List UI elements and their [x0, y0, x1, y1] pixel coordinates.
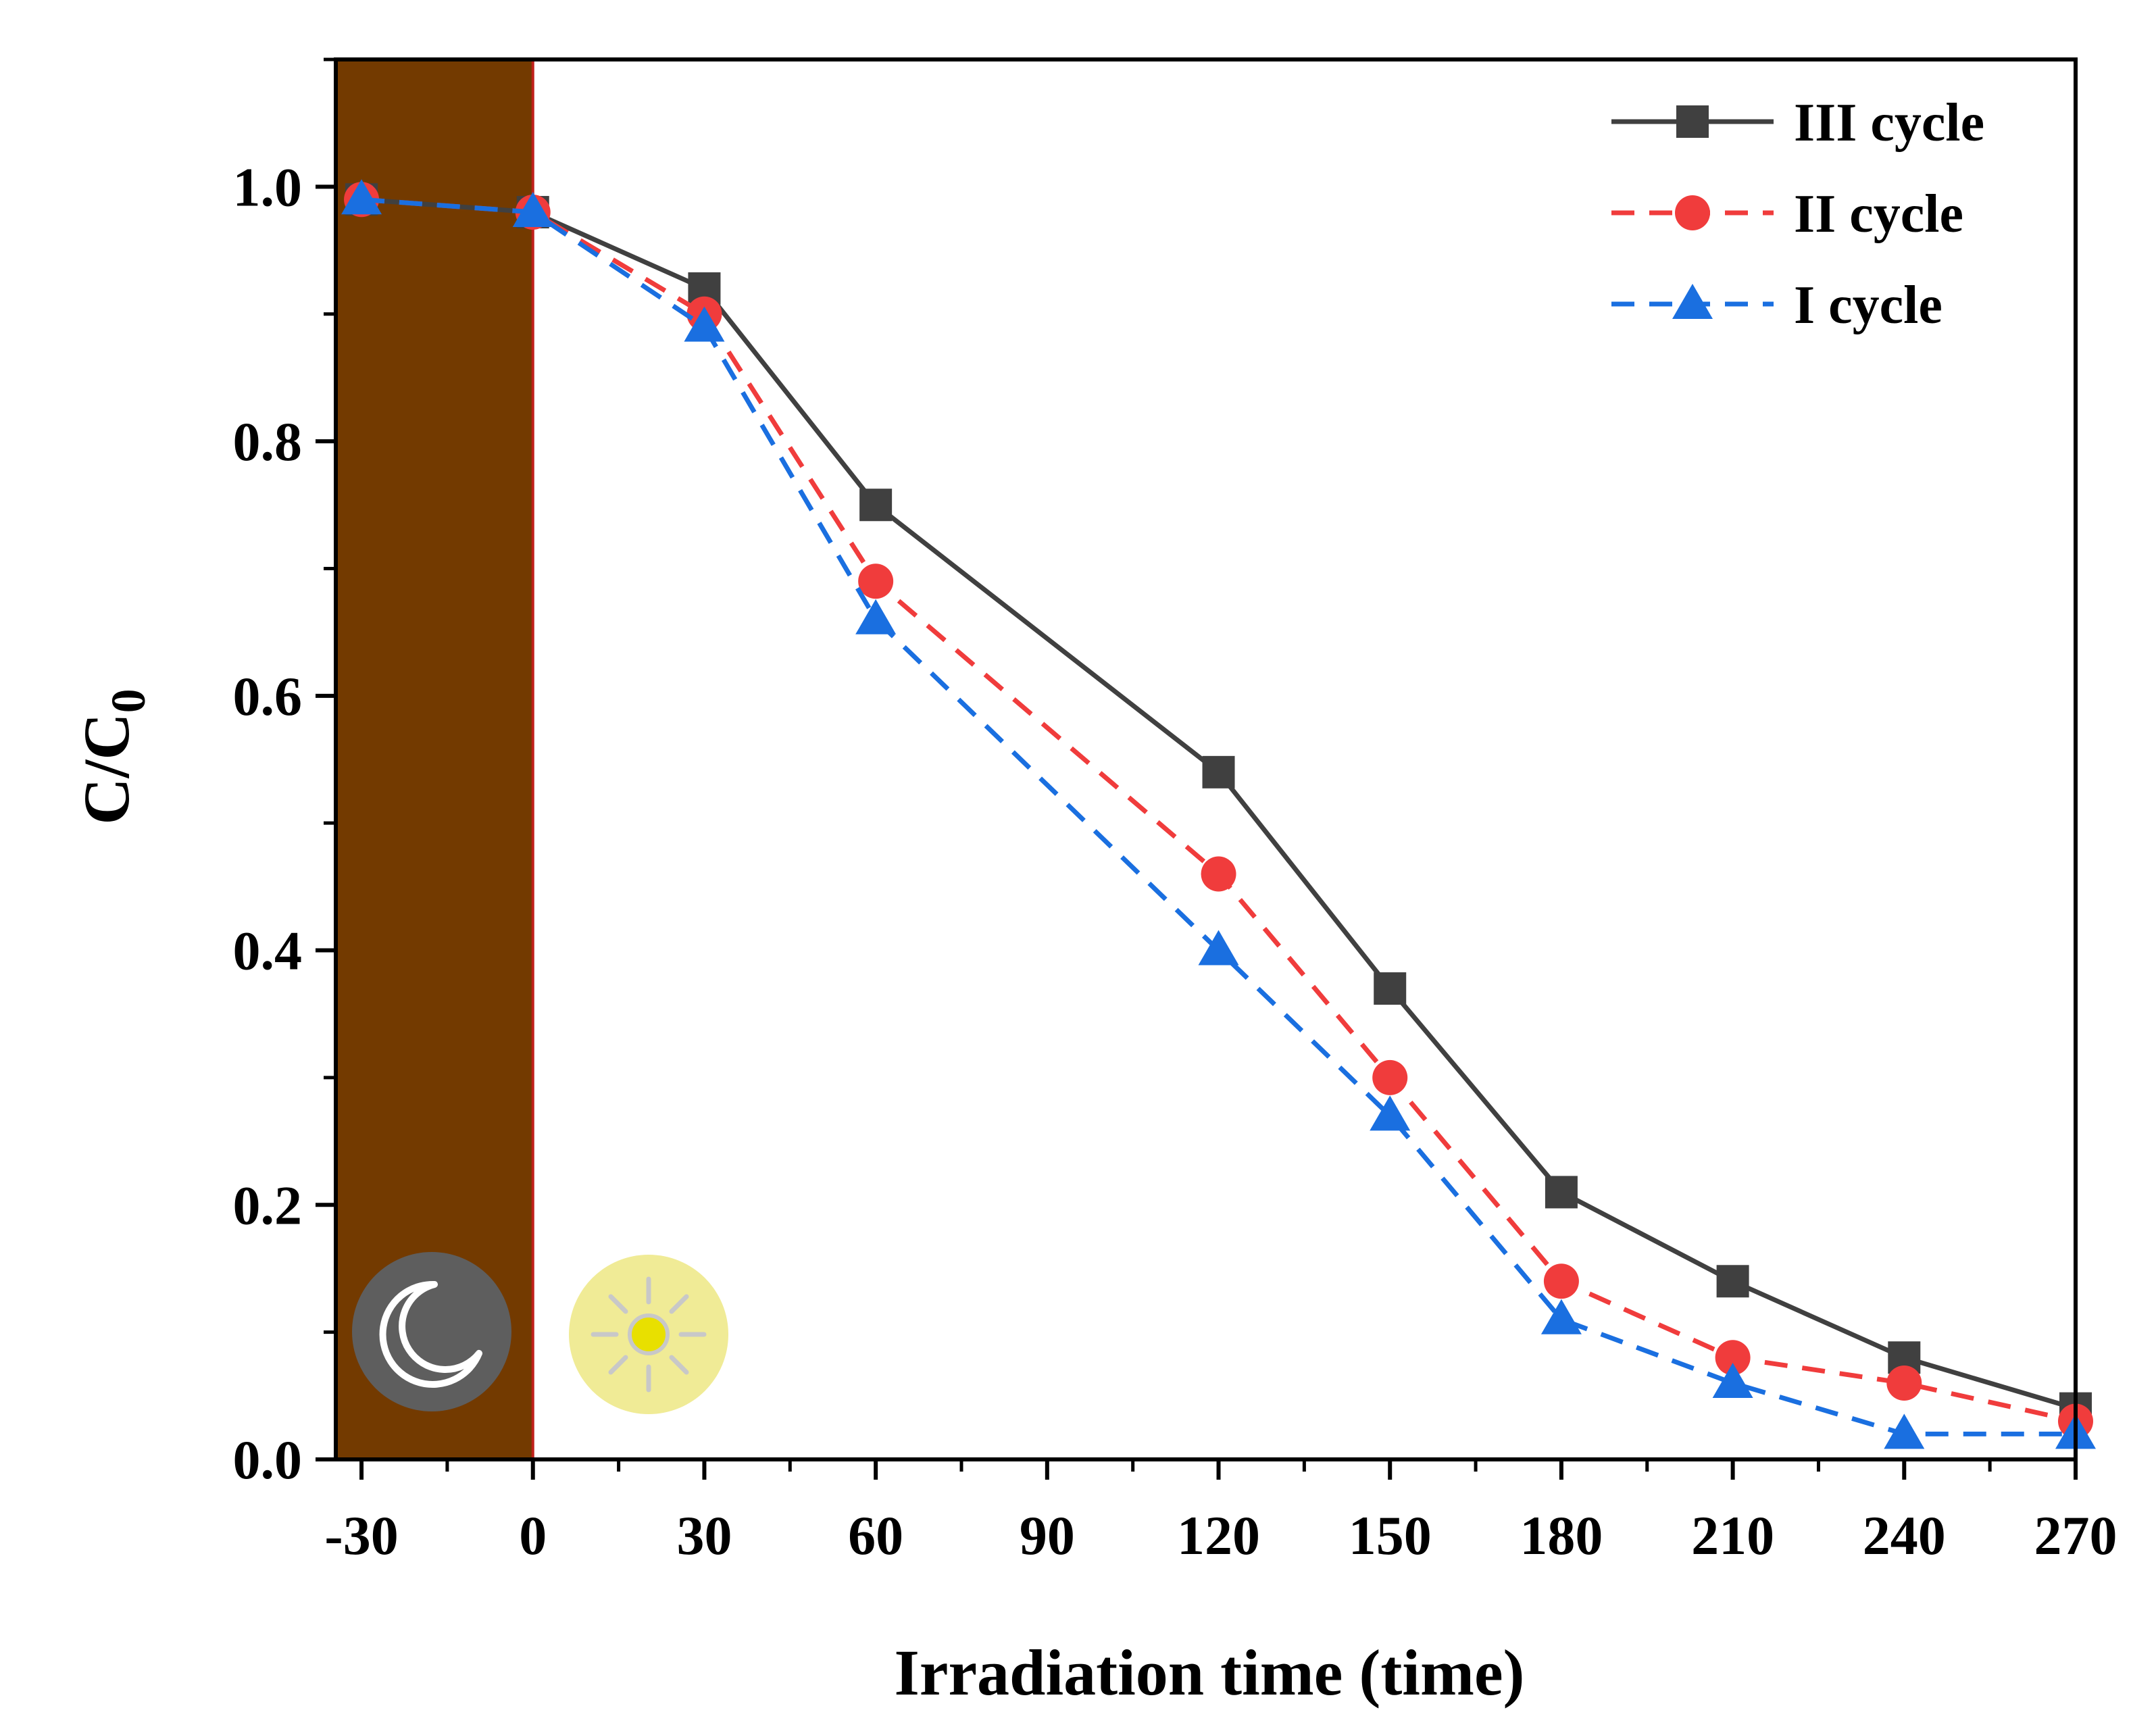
data-point [1202, 755, 1235, 788]
moon-icon [352, 1252, 511, 1411]
data-point [1712, 1362, 1753, 1398]
y-axis-title-subscript: 0 [101, 688, 155, 713]
y-tick-label: 1.0 [233, 156, 303, 218]
x-tick-label: 270 [2034, 1505, 2117, 1566]
series-layer [341, 179, 2096, 1449]
x-tick-label: 180 [1520, 1505, 1603, 1566]
data-point [1543, 1263, 1579, 1299]
data-point [512, 192, 553, 228]
legend-label: I cycle [1794, 276, 1942, 335]
y-tick-label: 0.8 [233, 411, 303, 472]
data-point [1540, 1299, 1582, 1334]
x-tick-label: 0 [519, 1505, 547, 1566]
x-tick-label: -30 [324, 1505, 398, 1566]
y-axis-title-main: C/C [70, 713, 143, 824]
y-tick-label: 0.4 [233, 920, 303, 982]
x-tick-label: 210 [1691, 1505, 1774, 1566]
series-line [361, 197, 2076, 1424]
data-point [1716, 1265, 1749, 1298]
sun-core [628, 1313, 670, 1355]
data-point [1370, 1095, 1411, 1131]
x-axis-ticks: -30 0 30 60 90 120 150 180 210 240 270 [324, 1459, 2117, 1566]
y-tick-label: 0.2 [233, 1174, 303, 1236]
plot-frame [334, 57, 2078, 1461]
legend-marker [1675, 195, 1710, 230]
legend-marker [1676, 105, 1709, 138]
y-axis-ticks: 0.0 0.2 0.4 0.6 0.8 1.0 [233, 57, 336, 1490]
series-line [361, 197, 2076, 1436]
legend-marker [1672, 284, 1713, 319]
legend: III cycle II cycle I cycle [1611, 93, 1984, 335]
data-point [859, 488, 893, 522]
series-line [361, 197, 2076, 1411]
x-tick-label: 240 [1863, 1505, 1946, 1566]
x-tick-label: 60 [848, 1505, 903, 1566]
data-point [341, 179, 382, 215]
series-i-cycle [341, 179, 2096, 1449]
data-point [684, 306, 725, 342]
y-tick-label: 0.0 [233, 1429, 303, 1490]
legend-label: II cycle [1794, 184, 1963, 244]
x-tick-label: 120 [1177, 1505, 1260, 1566]
data-point [1198, 930, 1239, 966]
y-axis-title: C/C0 [70, 688, 155, 824]
data-point [1545, 1176, 1578, 1209]
x-axis-title: Irradiation time (time) [894, 1636, 1524, 1709]
data-point [1715, 1340, 1751, 1376]
data-point [1884, 1413, 1925, 1449]
dark-adsorption-region [336, 59, 533, 1459]
y-tick-label: 0.6 [233, 666, 303, 727]
x-tick-label: 30 [676, 1505, 732, 1566]
moon-badge [352, 1252, 511, 1411]
series-ii-cycle [344, 182, 2093, 1439]
data-point [1201, 856, 1236, 892]
data-point [1886, 1365, 1922, 1401]
sun-icon [569, 1255, 728, 1414]
x-tick-label: 90 [1020, 1505, 1075, 1566]
data-point [1374, 972, 1407, 1005]
legend-label: III cycle [1794, 93, 1984, 153]
data-point [855, 599, 897, 634]
data-point [858, 563, 894, 599]
x-tick-label: 150 [1349, 1505, 1432, 1566]
data-point [1372, 1059, 1408, 1095]
